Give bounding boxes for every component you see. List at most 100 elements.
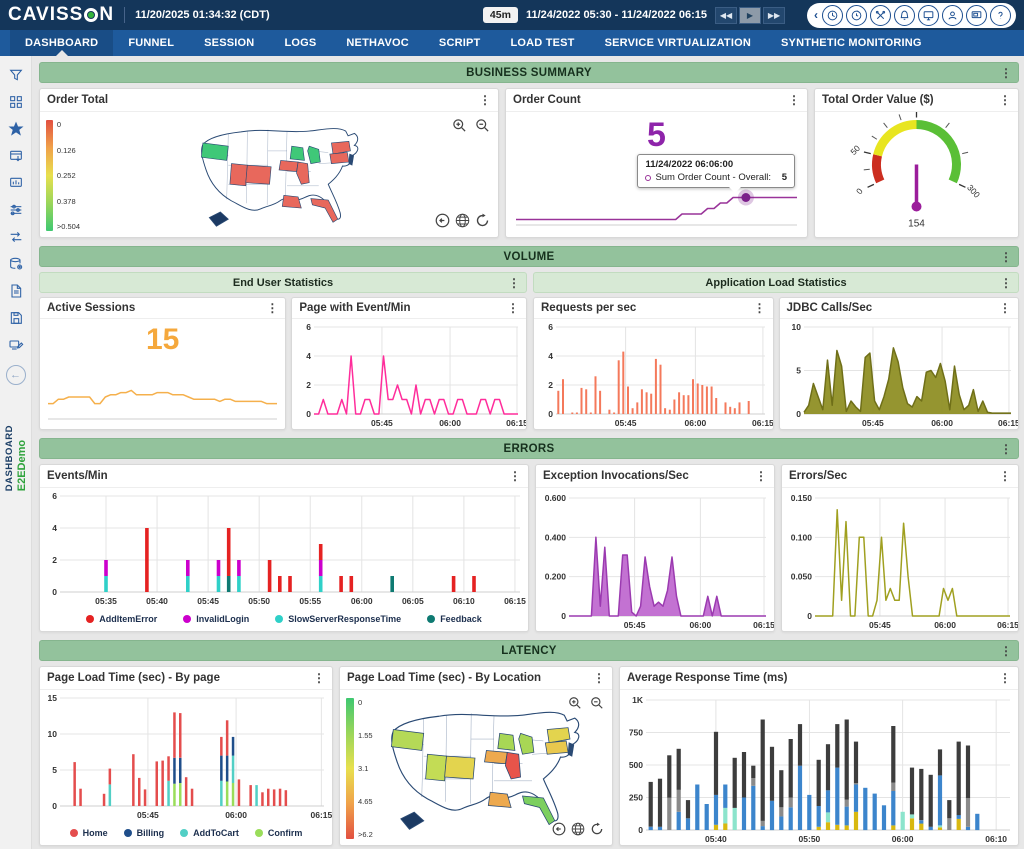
date-range[interactable]: 11/24/2022 05:30 - 11/24/2022 06:15 — [525, 9, 707, 21]
jdbc-chart[interactable]: 05:45 06:00 06:15 0 5 10 — [780, 319, 1018, 429]
errors-sec-chart[interactable]: 05:45 06:00 06:15 0 0.050 0.100 0.150 — [782, 488, 1018, 631]
zoom-out-icon[interactable] — [590, 696, 604, 715]
export-panel-icon[interactable] — [5, 145, 27, 167]
star-icon[interactable] — [5, 118, 27, 140]
widget-order-total: Order Total ⋮ 0 0.126 0.252 0.378 >0.504 — [39, 88, 499, 238]
nav-item-service-virtualization[interactable]: SERVICE VIRTUALIZATION — [604, 37, 751, 49]
kebab-menu-icon[interactable]: ⋮ — [1000, 441, 1012, 456]
clock-icon[interactable] — [822, 4, 843, 26]
kebab-menu-icon[interactable]: ⋮ — [479, 93, 491, 107]
globe-icon[interactable] — [571, 822, 585, 841]
kebab-menu-icon[interactable]: ⋮ — [1000, 643, 1012, 658]
page-load-chart[interactable]: 05:45 06:00 06:15 0 5 10 15 — [40, 690, 332, 821]
kebab-menu-icon[interactable]: ⋮ — [999, 469, 1011, 483]
widget-order-count: Order Count ⋮ 5 11/24/2022 06:06:00 Sum O… — [505, 88, 808, 238]
avg-response-chart[interactable]: 05:40 05:50 06:00 06:10 0 250 500 750 1K — [620, 690, 1018, 845]
kebab-menu-icon[interactable]: ⋮ — [266, 301, 279, 315]
bell-icon[interactable] — [894, 4, 915, 26]
exception-chart[interactable]: 05:45 06:00 06:15 0 0.200 0.400 0.600 — [536, 488, 774, 631]
nav-item-session[interactable]: SESSION — [204, 37, 255, 49]
svg-text:05:50: 05:50 — [799, 834, 821, 844]
kebab-menu-icon[interactable]: ⋮ — [999, 671, 1011, 685]
svg-text:05:35: 05:35 — [95, 596, 117, 606]
kebab-menu-icon[interactable]: ⋮ — [753, 301, 766, 315]
kebab-menu-icon[interactable]: ⋮ — [1000, 275, 1012, 290]
svg-text:15: 15 — [48, 693, 58, 703]
nav-item-funnel[interactable]: FUNNEL — [128, 37, 175, 49]
kebab-menu-icon[interactable]: ⋮ — [593, 671, 605, 685]
kebab-menu-icon[interactable]: ⋮ — [508, 275, 520, 290]
nav-item-load-test[interactable]: LOAD TEST — [510, 37, 575, 49]
active-sessions-chart[interactable] — [40, 319, 285, 429]
nav-item-synthetic-monitoring[interactable]: SYNTHETIC MONITORING — [781, 37, 922, 49]
vertical-label-secondary: DASHBOARD — [3, 425, 15, 492]
svg-text:06:00: 06:00 — [892, 834, 914, 844]
nav-item-dashboard[interactable]: DASHBOARD — [10, 30, 114, 56]
rewind-button[interactable]: ◀◀ — [715, 6, 737, 24]
svg-text:750: 750 — [629, 728, 643, 738]
kebab-menu-icon[interactable]: ⋮ — [1000, 249, 1012, 264]
kebab-menu-icon[interactable]: ⋮ — [788, 93, 800, 107]
forward-button[interactable]: ▶▶ — [763, 6, 785, 24]
page-event-chart[interactable]: 05:45 06:00 06:15 0 2 4 6 — [292, 319, 526, 429]
map-back-icon[interactable] — [435, 213, 450, 233]
play-button[interactable]: ▶ — [739, 6, 761, 24]
svg-text:05:50: 05:50 — [248, 596, 270, 606]
refresh-icon[interactable] — [590, 822, 604, 841]
chart-monitor-icon[interactable] — [5, 172, 27, 194]
server-gear-icon[interactable] — [5, 253, 27, 275]
screen-icon[interactable] — [966, 4, 987, 26]
help-icon[interactable] — [990, 4, 1011, 26]
document-icon[interactable] — [5, 280, 27, 302]
zoom-out-icon[interactable] — [475, 118, 490, 138]
map-back-icon[interactable] — [552, 822, 566, 841]
widget-title: Active Sessions — [47, 302, 136, 314]
display-icon[interactable] — [918, 4, 939, 26]
collapse-chevron-icon[interactable]: ‹ — [814, 8, 818, 22]
widget-page-load-by-page: Page Load Time (sec) - By page ⋮ 05:45 06:… — [39, 666, 333, 846]
widget-title: Total Order Value ($) — [822, 94, 934, 106]
save-file-icon[interactable] — [5, 307, 27, 329]
kebab-menu-icon[interactable]: ⋮ — [999, 301, 1011, 315]
zoom-in-icon[interactable] — [568, 696, 582, 715]
kebab-menu-icon[interactable]: ⋮ — [999, 93, 1011, 107]
requests-chart[interactable]: 05:45 06:00 06:15 0 2 4 6 — [534, 319, 772, 429]
widget-requests-per-sec: Requests per sec ⋮ 05:45 06:00 06:15 0 2 4 6 — [533, 297, 774, 430]
svg-text:0: 0 — [638, 825, 643, 835]
left-sidebar: ← DASHBOARD E2EDemo — [0, 56, 32, 849]
legend-item: Feedback — [427, 614, 482, 624]
svg-text:0.200: 0.200 — [545, 572, 567, 582]
us-choropleth-map[interactable] — [380, 694, 608, 843]
group-application-load-statistics: Application Load Statistics ⋮ Requests pe… — [533, 272, 1019, 430]
globe-icon[interactable] — [455, 213, 470, 233]
nav-item-nethavoc[interactable]: NETHAVOC — [346, 37, 409, 49]
kebab-menu-icon[interactable]: ⋮ — [313, 671, 325, 685]
svg-text:0: 0 — [52, 587, 57, 597]
us-choropleth-map[interactable] — [80, 116, 494, 235]
kebab-menu-icon[interactable]: ⋮ — [1000, 65, 1012, 80]
schedule-icon[interactable] — [846, 4, 867, 26]
user-icon[interactable] — [942, 4, 963, 26]
widget-page-with-event: Page with Event/Min ⋮ 05:45 06:00 06:15 0 2 4 6 — [291, 297, 527, 430]
sliders-icon[interactable] — [5, 199, 27, 221]
compare-arrows-icon[interactable] — [5, 226, 27, 248]
kebab-menu-icon[interactable]: ⋮ — [507, 301, 519, 315]
widget-jdbc-calls: JDBC Calls/Sec ⋮ 05:45 06:00 06:15 0 5 10 — [778, 297, 1019, 430]
events-min-chart[interactable]: 05:35 05:40 05:45 05:50 05:55 06:00 06:05 06:10… — [40, 488, 528, 607]
zoom-in-icon[interactable] — [452, 118, 467, 138]
order-count-chart[interactable] — [506, 112, 807, 237]
time-range-badge[interactable]: 45m — [482, 7, 518, 23]
map-color-legend: 0 1.55 3.1 4.65 >6.2 — [346, 694, 380, 843]
nav-item-script[interactable]: SCRIPT — [438, 37, 481, 49]
tools-icon[interactable] — [870, 4, 891, 26]
kebab-menu-icon[interactable]: ⋮ — [755, 469, 767, 483]
widget-errors-sec: Errors/Sec ⋮ 05:45 06:00 06:15 0 0.050 0.100 0.… — [781, 464, 1019, 632]
kebab-menu-icon[interactable]: ⋮ — [509, 469, 521, 483]
nav-item-logs[interactable]: LOGS — [284, 37, 317, 49]
refresh-icon[interactable] — [475, 213, 490, 233]
grid-icon[interactable] — [5, 91, 27, 113]
filter-icon[interactable] — [5, 64, 27, 86]
svg-text:06:00: 06:00 — [690, 620, 712, 630]
monitor-edit-icon[interactable] — [5, 334, 27, 356]
back-circle-icon[interactable]: ← — [5, 365, 26, 385]
